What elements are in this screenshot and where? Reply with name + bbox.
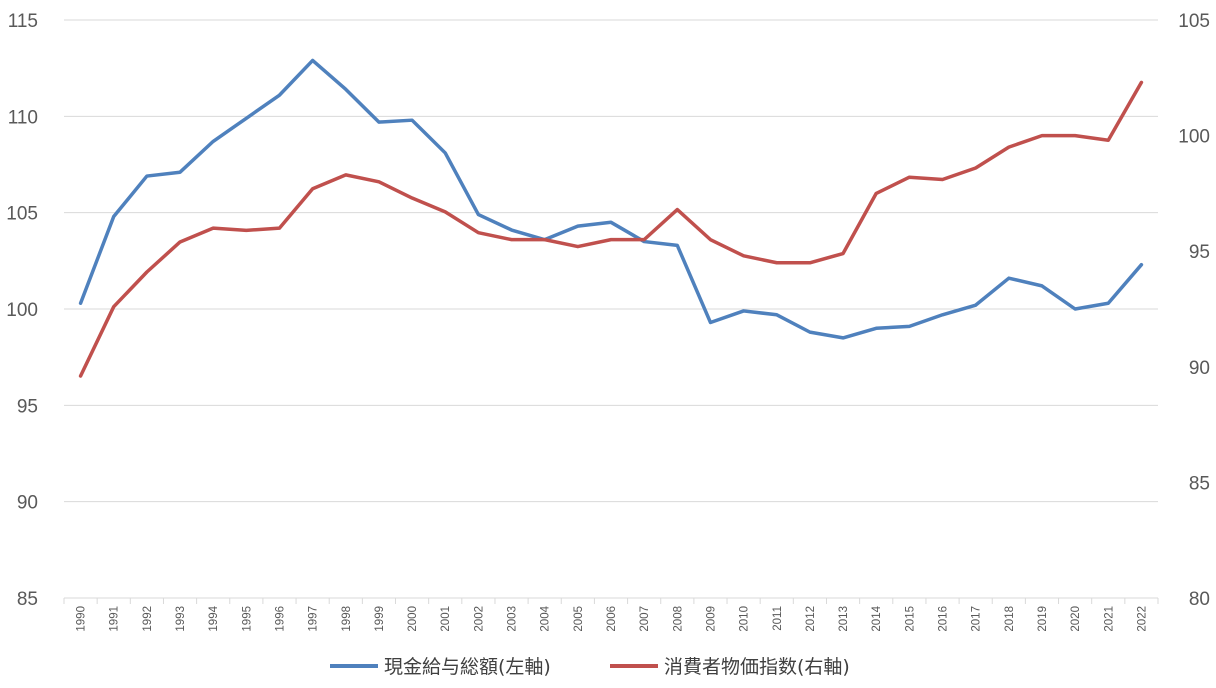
x-tick-label: 2008 <box>672 606 684 632</box>
x-tick-label: 1992 <box>142 606 154 632</box>
x-tick-label: 2002 <box>473 606 485 632</box>
series-line-cpi <box>78 80 1144 378</box>
left-y-tick-label: 105 <box>6 204 38 225</box>
left-y-tick-label: 115 <box>8 11 38 32</box>
right-y-axis: 80 85 90 95 100 105 <box>1178 11 1210 610</box>
right-y-tick-label: 105 <box>1178 11 1210 32</box>
x-tick-label: 2022 <box>1136 606 1148 632</box>
x-tick-label: 1990 <box>76 606 88 632</box>
x-tick-label: 1993 <box>175 606 187 632</box>
x-tick-label: 1998 <box>341 606 353 632</box>
legend: 現金給与総額(左軸) 消費者物価指数(右軸) <box>330 656 850 678</box>
x-tick-label: 1996 <box>274 606 286 632</box>
legend-label-wages: 現金給与総額(左軸) <box>384 656 551 678</box>
x-tick-label: 1994 <box>208 605 220 631</box>
x-tick-label: 1997 <box>308 606 320 632</box>
x-tick-label: 2010 <box>739 606 751 632</box>
x-tick-label: 2014 <box>871 605 883 631</box>
x-tick-label: 2012 <box>805 606 817 632</box>
left-y-tick-label: 90 <box>17 493 38 514</box>
x-tick-label: 2001 <box>440 606 452 632</box>
x-axis: 1990 1991 1992 1993 1994 1995 1996 1997 1998 1999… <box>63 597 1159 632</box>
x-tick-label: 2018 <box>1004 606 1016 632</box>
x-tick-label: 2013 <box>838 606 850 632</box>
x-tick-label: 2021 <box>1103 606 1115 632</box>
series-lines <box>78 58 1144 378</box>
x-tick-label: 2015 <box>904 606 916 632</box>
x-tick-label: 1999 <box>374 606 386 632</box>
right-y-tick-label: 95 <box>1189 242 1210 263</box>
left-y-tick-label: 85 <box>17 589 38 610</box>
x-tick-label: 2003 <box>507 606 519 632</box>
gridlines <box>64 19 1158 599</box>
right-y-tick-label: 85 <box>1189 473 1210 494</box>
right-y-tick-label: 90 <box>1189 358 1210 379</box>
x-tick-label: 2006 <box>606 606 618 632</box>
legend-label-cpi: 消費者物価指数(右軸) <box>664 656 850 678</box>
x-tick-label: 2007 <box>639 606 651 632</box>
x-tick-label: 2004 <box>540 605 552 631</box>
right-y-tick-label: 100 <box>1178 127 1210 148</box>
x-tick-label: 1991 <box>109 606 121 632</box>
x-tick-label: 2017 <box>971 606 983 632</box>
left-y-tick-label: 100 <box>6 300 38 321</box>
x-tick-label: 1995 <box>241 606 253 632</box>
left-y-tick-label: 110 <box>8 107 38 128</box>
series-line-wages <box>78 58 1144 340</box>
x-tick-label: 2016 <box>938 606 950 632</box>
x-tick-label: 2020 <box>1070 606 1082 632</box>
x-tick-label: 2019 <box>1037 606 1049 632</box>
x-tick-label: 2011 <box>772 606 784 631</box>
x-tick-label: 2005 <box>573 606 585 632</box>
left-y-tick-label: 95 <box>17 396 38 417</box>
x-tick-label: 2009 <box>705 606 717 632</box>
right-y-tick-label: 80 <box>1189 589 1210 610</box>
x-tick-label: 2000 <box>407 606 419 632</box>
left-y-axis: 85 90 95 100 105 110 115 <box>6 11 38 610</box>
